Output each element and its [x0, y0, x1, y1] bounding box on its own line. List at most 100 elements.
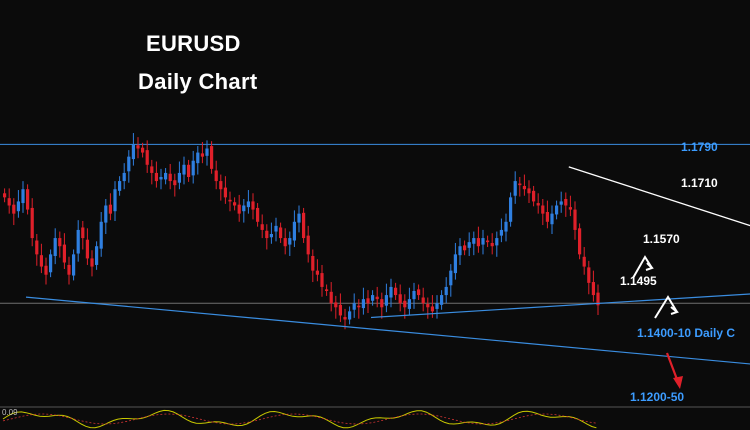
zigzag-arrow-lower-head	[670, 306, 680, 315]
candle-body	[182, 164, 186, 175]
candle-body	[219, 181, 223, 190]
candle-body	[338, 304, 342, 316]
candle-body	[315, 270, 319, 275]
candle-body	[12, 204, 16, 214]
candle-body	[407, 299, 411, 309]
candle-body	[118, 181, 122, 191]
candle-body	[177, 172, 181, 183]
candle-body	[173, 180, 177, 186]
candle-body	[265, 230, 269, 239]
candle-body	[587, 267, 591, 283]
candle-body	[357, 305, 361, 308]
level-label: 1.1570	[643, 232, 680, 246]
candle-body	[532, 190, 536, 202]
support-trendline	[25, 296, 750, 365]
candle-body	[164, 172, 168, 180]
candle-body	[426, 304, 430, 308]
candle-body	[228, 199, 232, 202]
candle-body	[522, 185, 526, 190]
candle-body	[348, 311, 352, 320]
candle-body	[131, 144, 135, 160]
candle-body	[495, 238, 499, 246]
candle-body	[200, 153, 204, 157]
oscillator-label: 0.09	[2, 408, 18, 417]
candle-body	[476, 238, 480, 247]
level-label: 1.1710	[681, 176, 718, 190]
candle-body	[398, 294, 402, 304]
candle-body	[541, 205, 545, 214]
candle-body	[440, 295, 444, 305]
candle-body	[591, 282, 595, 296]
candle-body	[62, 244, 66, 263]
candle-body	[527, 188, 531, 194]
candle-body	[559, 201, 563, 205]
candle-body	[472, 238, 476, 244]
candle-body	[417, 289, 421, 296]
candle-body	[39, 255, 43, 267]
candle-body	[380, 299, 384, 308]
down-arrow-head	[673, 376, 683, 389]
candle-body	[269, 234, 273, 238]
candle-body	[550, 213, 554, 225]
candle-body	[145, 150, 149, 165]
candle-body	[53, 238, 57, 256]
candle-body	[150, 166, 154, 173]
candle-body	[513, 181, 517, 196]
candle-body	[329, 291, 333, 304]
candle-body	[334, 302, 338, 308]
resistance-trendline	[568, 166, 750, 227]
candle-body	[21, 189, 25, 204]
candle-body	[458, 246, 462, 256]
candle-body	[467, 242, 471, 248]
candle-body	[573, 209, 577, 230]
candle-body	[384, 295, 388, 306]
candle-body	[210, 146, 214, 169]
candle-body	[90, 258, 94, 267]
candle-body	[49, 254, 53, 273]
candle-body	[122, 172, 126, 182]
candle-body	[403, 300, 407, 308]
candle-body	[67, 264, 71, 275]
candle-body	[205, 148, 209, 156]
candle-body	[343, 317, 347, 320]
candle-body	[435, 303, 439, 309]
candle-body	[352, 303, 356, 310]
candle-body	[288, 238, 292, 245]
candle-body	[187, 164, 191, 177]
chart-timeframe-title: Daily Chart	[138, 69, 258, 94]
candle-body	[564, 198, 568, 206]
candle-body	[389, 286, 393, 298]
candle-body	[16, 201, 20, 212]
candle-body	[536, 203, 540, 206]
candle-body	[44, 265, 48, 275]
candle-body	[154, 172, 158, 182]
candle-body	[490, 242, 494, 247]
candle-body	[26, 189, 30, 210]
candle-body	[481, 238, 485, 245]
candle-body	[371, 295, 375, 301]
candle-body	[242, 205, 246, 212]
candle-body	[246, 201, 250, 208]
candle-body	[412, 291, 416, 300]
rising-trendline	[370, 293, 750, 319]
candle-body	[486, 240, 490, 243]
candle-body	[251, 201, 255, 210]
candle-body	[582, 256, 586, 267]
candle-body	[81, 227, 85, 239]
candle-body	[58, 238, 62, 247]
candle-body	[279, 227, 283, 239]
candle-body	[361, 299, 365, 309]
level-label: 1.1400-10 Daily C	[637, 326, 735, 340]
candle-body	[196, 152, 200, 164]
down-arrow-shaft	[665, 352, 680, 383]
candle-body	[35, 240, 39, 255]
level-label: 1.1200-50	[630, 390, 684, 404]
candle-body	[233, 202, 237, 206]
candle-body	[430, 306, 434, 312]
oscillator-panel	[0, 408, 750, 430]
candle-body	[283, 238, 287, 247]
candle-body	[375, 296, 379, 300]
candle-body	[518, 183, 522, 186]
candle-body	[449, 270, 453, 286]
